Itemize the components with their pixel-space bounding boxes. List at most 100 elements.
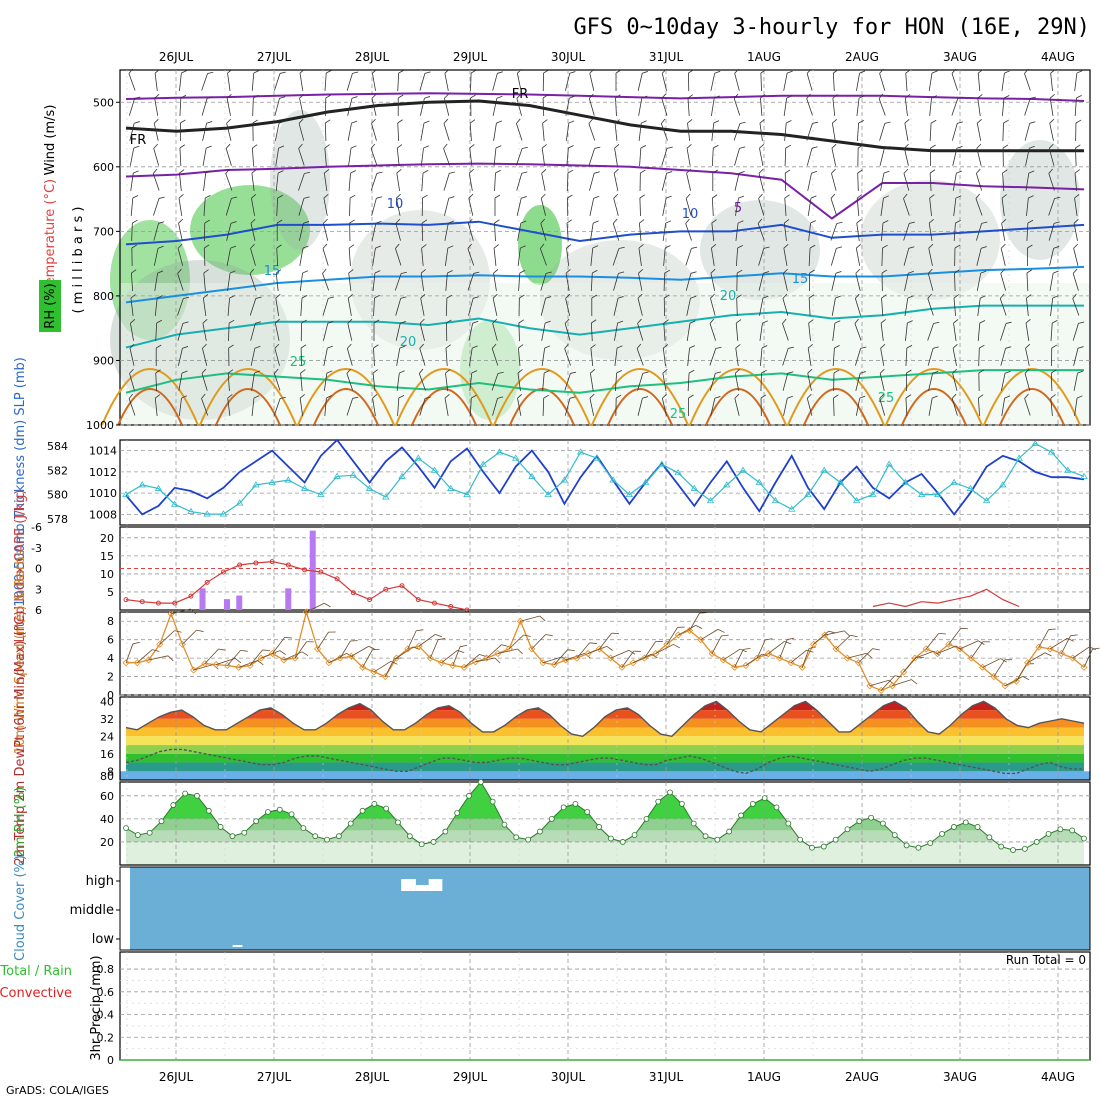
wind-barb (615, 394, 622, 417)
barb-flag (516, 93, 522, 99)
barb-flag (228, 319, 235, 324)
barb-staff (517, 248, 521, 266)
barb-flag (1066, 637, 1074, 642)
barb-staff (927, 298, 934, 316)
barb-staff (759, 298, 764, 316)
barb-staff (734, 649, 744, 668)
barb-staff (856, 73, 860, 91)
barb-staff (639, 197, 641, 217)
barb-flag (517, 68, 522, 74)
wind-barb-10m (937, 645, 963, 654)
wind-barb (589, 195, 600, 216)
barb-staff (1049, 248, 1055, 266)
barb-staff (685, 223, 692, 241)
wind-barb (1074, 169, 1080, 192)
ylabel-wind: Wind (m/s) (43, 105, 58, 176)
rh-point (915, 844, 922, 851)
wind-barb (613, 168, 619, 191)
barb-staff (469, 373, 473, 391)
barb-staff (540, 198, 546, 216)
barb-staff (855, 373, 861, 391)
wind-barb (954, 244, 961, 267)
barb-flag (400, 321, 406, 324)
barb-flag (808, 646, 817, 649)
barb-staff (362, 649, 373, 668)
wind-barb (444, 245, 454, 266)
barb-flag (257, 660, 264, 666)
barb-flag (879, 68, 884, 74)
barb-flag (421, 244, 427, 249)
barb-staff (1001, 398, 1006, 416)
barb-flag (234, 658, 242, 664)
barb-staff (420, 298, 425, 316)
barb-flag (616, 345, 623, 349)
wind-tick-label: 6 (107, 634, 114, 647)
barb-flag (689, 320, 696, 324)
wind-barb (154, 295, 163, 316)
rh-point (1033, 839, 1040, 845)
wind-barb (397, 119, 403, 142)
thickness-point (658, 460, 666, 467)
barb-staff (347, 123, 352, 141)
wind-barb-10m (362, 648, 380, 668)
barb-flag (977, 118, 982, 124)
barb-staff (452, 646, 461, 666)
thickness-point (284, 476, 293, 483)
barb-flag (519, 294, 525, 299)
barb-staff (299, 398, 304, 416)
contour-label: FR (130, 133, 147, 148)
barb-flag (737, 245, 744, 249)
barb-flag (274, 368, 279, 374)
barb-staff (613, 298, 619, 316)
barb-flag (278, 145, 285, 149)
barb-flag (975, 193, 980, 199)
wind-speed-point (573, 654, 581, 662)
barb-flag (471, 370, 478, 374)
barb-flag (540, 218, 545, 224)
wind-barb (444, 220, 454, 241)
wind-barb (250, 243, 256, 266)
wind-barb (203, 195, 211, 217)
barb-flag (1025, 343, 1031, 349)
barb-flag (685, 218, 690, 224)
barb-staff (808, 297, 811, 317)
wind-barb-10m (306, 602, 331, 613)
pressure-tick-label: 800 (93, 290, 114, 303)
wind-barb (395, 218, 401, 241)
barb-staff (758, 273, 764, 291)
barb-staff (636, 348, 644, 366)
barb-flag (592, 245, 599, 249)
wind-barb (227, 69, 233, 91)
wind-barb (322, 268, 330, 291)
barb-staff (806, 398, 813, 416)
barb-flag (981, 246, 987, 249)
barb-staff (419, 398, 426, 416)
barb-flag (613, 193, 619, 199)
wind-barb (783, 95, 793, 116)
barb-flag (302, 270, 308, 274)
cape-tick-label: 5 (107, 586, 114, 599)
thickness-point (528, 472, 536, 479)
wind-barb (1025, 170, 1035, 191)
barb-staff (661, 148, 668, 166)
barb-staff (927, 273, 934, 291)
barb-staff (589, 223, 594, 241)
barb-flag (134, 96, 141, 99)
wind-barb (370, 143, 378, 166)
wind-barb (806, 393, 813, 416)
barb-staff (542, 97, 545, 117)
wind-barb (1027, 244, 1033, 266)
rh-point (773, 804, 780, 811)
wind-barb (735, 245, 744, 267)
barb-staff (644, 641, 656, 659)
barb-staff (975, 223, 983, 241)
barb-flag (496, 95, 503, 99)
ylabel-cape-li: Lifted Index CAPE (J/kg) (13, 490, 28, 643)
barb-flag (738, 195, 745, 199)
barb-flag (347, 318, 353, 324)
wind-barb (347, 318, 353, 341)
rh-frame (119, 781, 1091, 866)
wind-barb (952, 146, 963, 166)
barb-staff (370, 148, 378, 166)
barb-flag (952, 343, 958, 349)
